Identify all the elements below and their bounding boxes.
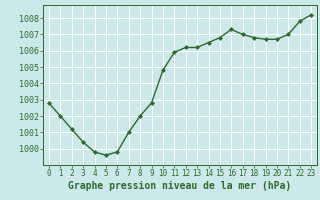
X-axis label: Graphe pression niveau de la mer (hPa): Graphe pression niveau de la mer (hPa) [68,181,292,191]
